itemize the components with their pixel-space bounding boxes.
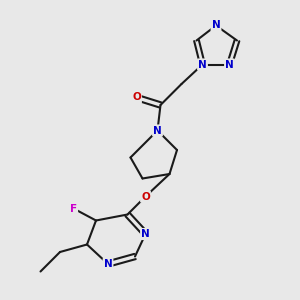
Text: N: N	[225, 59, 234, 70]
Text: N: N	[141, 229, 150, 239]
Text: O: O	[132, 92, 141, 103]
Text: O: O	[141, 191, 150, 202]
Text: N: N	[198, 59, 207, 70]
Text: N: N	[212, 20, 220, 31]
Text: F: F	[70, 203, 77, 214]
Text: N: N	[153, 125, 162, 136]
Text: N: N	[103, 259, 112, 269]
